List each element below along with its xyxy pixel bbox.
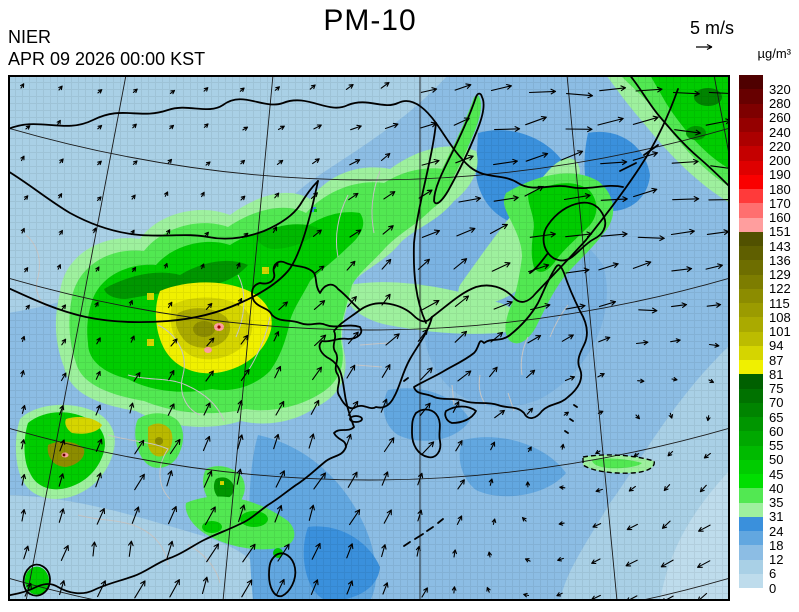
colorbar-cell [739, 360, 763, 375]
colorbar-tick-label: 129 [769, 267, 791, 282]
colorbar-cell [739, 474, 763, 489]
agency-label: NIER [8, 27, 52, 47]
colorbar-tick-label: 55 [769, 438, 784, 453]
colorbar-cell [739, 459, 763, 474]
colorbar-tick-label: 24 [769, 523, 784, 539]
colorbar-tick-label: 60 [769, 423, 784, 439]
colorbar-cell [739, 345, 763, 360]
colorbar-cell [739, 559, 763, 574]
colorbar-cell [739, 231, 763, 246]
colorbar-cell [739, 317, 763, 332]
colorbar-tick-label: 136 [769, 252, 791, 268]
colorbar-cell [739, 75, 763, 90]
wind-scale-arrow-icon [696, 43, 713, 51]
wind-vector-arrows [20, 81, 730, 601]
colorbar-tick-label: 70 [769, 395, 784, 411]
colorbar-cell [739, 146, 763, 161]
colorbar-tick-label: 160 [769, 210, 791, 225]
wind-scale-label: 5 m/s [689, 18, 734, 38]
colorbar-cell [739, 189, 763, 204]
colorbar-tick-label: 81 [769, 366, 784, 382]
colorbar-cell [739, 488, 763, 503]
colorbar-tick-label: 115 [769, 295, 790, 311]
colorbar-tick-label: 122 [769, 281, 791, 297]
colorbar-cell [739, 417, 763, 432]
colorbar-tick-label: 220 [769, 138, 791, 154]
colorbar-tick-label: 65 [769, 409, 784, 425]
colorbar-cell [739, 260, 763, 275]
colorbar-tick-label: 180 [769, 181, 791, 197]
colorbar-cell [739, 132, 763, 147]
colorbar-tick-label: 18 [769, 537, 784, 553]
colorbar-cell [739, 117, 763, 132]
colorbar-cell [739, 445, 763, 460]
colorbar-tick-label: 101 [769, 324, 791, 339]
colorbar: 320 280 260 240 220 200 190 180 170 160 151 143 136 1… [739, 75, 799, 595]
colorbar-tick-label: 280 [769, 96, 791, 111]
colorbar-tick-label: 190 [769, 167, 791, 183]
colorbar-cell [739, 374, 763, 389]
colorbar-cell [739, 288, 763, 303]
colorbar-tick-label: 260 [769, 110, 791, 126]
colorbar-tick-label: 12 [769, 552, 784, 567]
colorbar-tick-label: 50 [769, 452, 784, 468]
colorbar-tick-label: 240 [769, 124, 791, 140]
colorbar-cell [739, 502, 763, 517]
colorbar-cell [739, 103, 763, 118]
colorbar-cell [739, 203, 763, 218]
colorbar-cell [739, 331, 763, 346]
colorbar-cell [739, 174, 763, 189]
colorbar-tick-label: 320 [769, 81, 791, 97]
forecast-datetime: APR 09 2026 00:00 KST [8, 49, 206, 69]
colorbar-tick-label: 143 [769, 238, 791, 254]
colorbar-cell [739, 531, 763, 546]
colorbar-tick-label: 200 [769, 153, 791, 168]
colorbar-cell [739, 246, 763, 261]
map-canvas [8, 75, 730, 601]
colorbar-cell [739, 516, 763, 531]
colorbar-tick-label: 45 [769, 466, 784, 482]
colorbar-unit: µg/m³ [757, 46, 792, 61]
colorbar-tick-label: 94 [769, 338, 784, 354]
colorbar-tick-label: 6 [769, 566, 777, 582]
colorbar-tick-label: 35 [769, 495, 784, 510]
colorbar-cell [739, 217, 763, 232]
colorbar-tick-label: 31 [769, 509, 784, 525]
colorbar-cell [739, 274, 763, 289]
colorbar-tick-label: 0 [769, 580, 777, 596]
colorbar-cell [739, 303, 763, 318]
colorbar-tick-label: 151 [769, 224, 791, 240]
colorbar-cell [739, 573, 763, 588]
colorbar-tick-label: 87 [769, 352, 784, 368]
colorbar-tick-label: 170 [769, 195, 791, 211]
colorbar-cell [739, 431, 763, 446]
colorbar-cell [739, 160, 763, 175]
colorbar-tick-label: 75 [769, 381, 784, 396]
colorbar-tick-label: 40 [769, 480, 784, 496]
colorbar-cell [739, 545, 763, 560]
colorbar-cell [739, 402, 763, 417]
colorbar-tick-label: 108 [769, 309, 791, 325]
page-title: PM-10 [323, 4, 417, 37]
colorbar-cell [739, 388, 763, 403]
colorbar-cell [739, 89, 763, 104]
